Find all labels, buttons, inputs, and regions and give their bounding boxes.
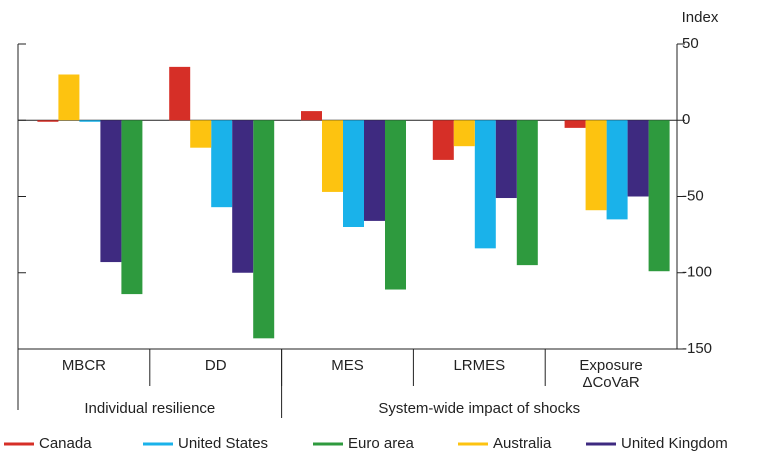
y-tick-label: -100 bbox=[682, 264, 712, 281]
x-tick-label: MBCR bbox=[62, 357, 106, 374]
bar bbox=[432, 120, 454, 160]
legend-label: United States bbox=[178, 435, 268, 452]
bar bbox=[627, 120, 649, 197]
x-tick-label: MES bbox=[331, 357, 364, 374]
bar bbox=[121, 120, 143, 295]
bar bbox=[474, 120, 496, 249]
bar bbox=[58, 74, 80, 121]
bar bbox=[79, 120, 101, 122]
bar bbox=[453, 120, 475, 147]
bar bbox=[211, 120, 233, 208]
bar bbox=[385, 120, 406, 290]
bar bbox=[301, 111, 322, 121]
bar bbox=[564, 120, 586, 128]
bar bbox=[343, 120, 364, 227]
bar bbox=[495, 120, 517, 199]
y-tick-label: 0 bbox=[682, 111, 690, 128]
bar bbox=[232, 120, 254, 273]
x-tick-label: DD bbox=[205, 357, 227, 374]
y-tick-label: -50 bbox=[682, 187, 704, 204]
legend-label: Australia bbox=[493, 435, 552, 452]
bar bbox=[37, 120, 59, 122]
group-label: Individual resilience bbox=[84, 400, 215, 417]
bar bbox=[606, 120, 628, 220]
bar bbox=[169, 66, 191, 121]
bar bbox=[585, 120, 607, 211]
bar bbox=[253, 120, 275, 339]
bar bbox=[190, 120, 212, 148]
bar bbox=[648, 120, 670, 272]
y-tick-label: 50 bbox=[682, 35, 699, 52]
bar bbox=[100, 120, 122, 263]
bar bbox=[322, 120, 343, 192]
x-tick-label: LRMES bbox=[453, 357, 505, 374]
legend-label: Canada bbox=[39, 435, 92, 452]
bar bbox=[516, 120, 538, 266]
x-tick-label: Exposure ΔCoVaR bbox=[579, 357, 642, 391]
y-tick-label: -150 bbox=[682, 340, 712, 357]
group-label: System-wide impact of shocks bbox=[378, 400, 580, 417]
bar bbox=[364, 120, 385, 221]
legend-label: United Kingdom bbox=[621, 435, 728, 452]
legend-label: Euro area bbox=[348, 435, 415, 452]
y-axis-label: Index bbox=[682, 9, 719, 26]
